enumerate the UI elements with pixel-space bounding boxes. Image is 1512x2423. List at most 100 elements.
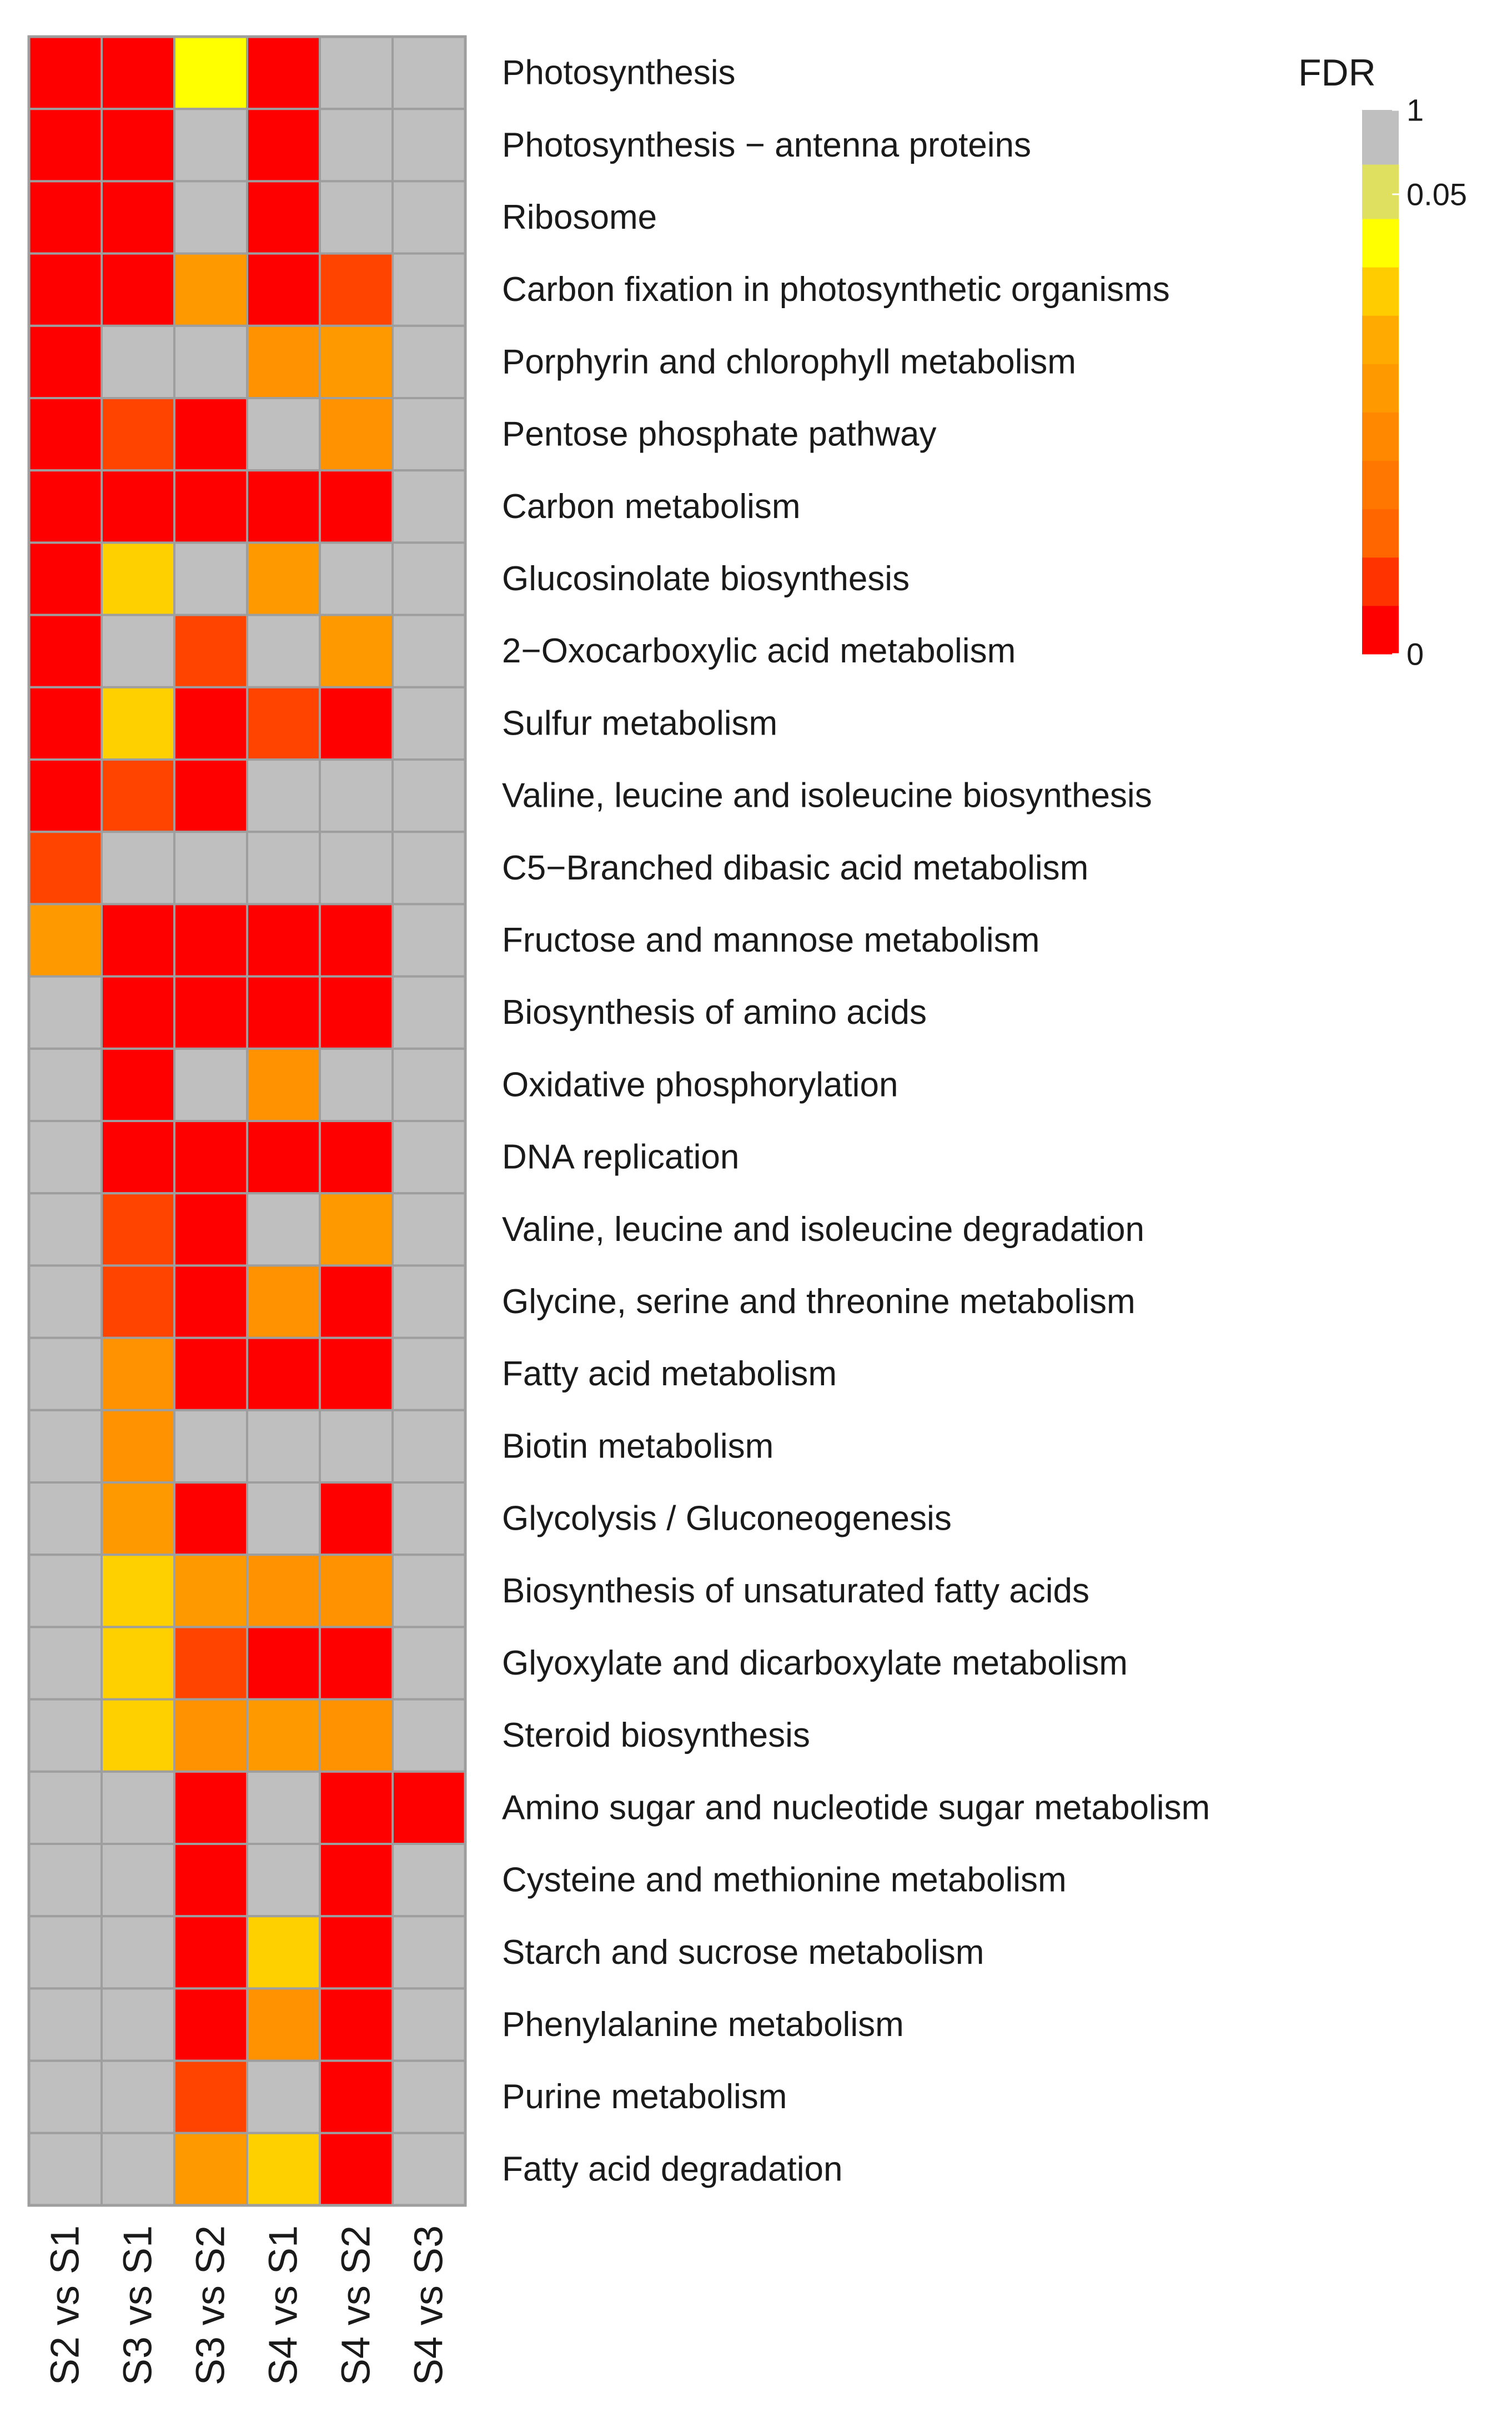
heatmap-cell (391, 903, 466, 978)
heatmap-cell (246, 1770, 321, 1846)
heatmap-cell (319, 1481, 394, 1556)
heatmap-cell (173, 1698, 248, 1773)
heatmap-cell (246, 1843, 321, 1918)
heatmap-cell (391, 1843, 466, 1918)
heatmap-cell (391, 1626, 466, 1701)
heatmap-cell (319, 1698, 394, 1773)
heatmap-cell (246, 1120, 321, 1195)
heatmap-cell (28, 252, 103, 327)
legend-color-band (1362, 509, 1399, 558)
heatmap-cell (319, 108, 394, 183)
row-label: Fatty acid degradation (502, 2150, 843, 2188)
heatmap-cell (246, 614, 321, 688)
heatmap-cell (28, 614, 103, 688)
heatmap-cell (391, 1409, 466, 1484)
heatmap-cell (101, 1626, 175, 1701)
heatmap-cell (101, 2059, 175, 2134)
heatmap-cell (173, 1264, 248, 1339)
legend-color-band (1362, 605, 1399, 655)
heatmap-cell (101, 686, 175, 761)
heatmap-cell (101, 1336, 175, 1411)
row-label: Glucosinolate biosynthesis (502, 560, 910, 598)
heatmap-cell (28, 1915, 103, 1990)
heatmap-cell (246, 252, 321, 327)
heatmap-cell (391, 36, 466, 110)
heatmap-cell (246, 1987, 321, 2062)
heatmap-cell (391, 758, 466, 833)
row-label: Photosynthesis − antenna proteins (502, 126, 1031, 164)
column-labels: S2 vs S1 S3 vs S1 S3 vs S2 S4 vs S1 S4 vs S2… (43, 2225, 451, 2385)
heatmap-cell (391, 252, 466, 327)
heatmap-cell (246, 831, 321, 906)
heatmap-cell (101, 1264, 175, 1339)
heatmap-cell (28, 324, 103, 399)
heatmap-cell (28, 975, 103, 1050)
row-label: Biosynthesis of unsaturated fatty acids (502, 1572, 1089, 1610)
heatmap-cell (101, 614, 175, 688)
row-label: Glycine, serine and threonine metabolism (502, 1283, 1136, 1321)
heatmap-cell (391, 1481, 466, 1556)
heatmap-cell (319, 831, 394, 906)
heatmap-cell (246, 469, 321, 544)
heatmap-cell (319, 1770, 394, 1846)
heatmap-cell (319, 1120, 394, 1195)
heatmap-cell (246, 541, 321, 616)
row-label: Pentose phosphate pathway (502, 415, 936, 454)
column-label: S2 vs S1 (43, 2225, 88, 2385)
heatmap-cell (319, 1409, 394, 1484)
heatmap-cell (28, 36, 103, 110)
heatmap-cell (28, 397, 103, 472)
heatmap-cell (246, 2132, 321, 2207)
heatmap-cell (319, 180, 394, 255)
column-label: S3 vs S2 (189, 2225, 233, 2385)
row-label: Biotin metabolism (502, 1427, 773, 1465)
heatmap-cell (391, 1120, 466, 1195)
heatmap-cell (246, 2059, 321, 2134)
heatmap-cell (391, 108, 466, 183)
row-label: Biosynthesis of amino acids (502, 993, 927, 1032)
heatmap-cell (101, 975, 175, 1050)
legend-color-band (1362, 267, 1399, 316)
heatmap-cell (319, 686, 394, 761)
heatmap-cell (101, 1481, 175, 1556)
heatmap-cell (28, 108, 103, 183)
heatmap-cell (28, 180, 103, 255)
heatmap-cell (101, 324, 175, 399)
heatmap-cell (319, 397, 394, 472)
heatmap-cell (391, 686, 466, 761)
heatmap-cell (28, 1409, 103, 1484)
heatmap-cell (319, 1987, 394, 2062)
heatmap-cell (246, 975, 321, 1050)
heatmap-cell (173, 36, 248, 110)
heatmap-cell (28, 1698, 103, 1773)
heatmap-cell (101, 903, 175, 978)
heatmap-cell (173, 2132, 248, 2207)
heatmap-cell (28, 469, 103, 544)
heatmap-cell (173, 1192, 248, 1267)
heatmap-cell (246, 758, 321, 833)
heatmap-cell (246, 1554, 321, 1628)
heatmap-cell (28, 1770, 103, 1846)
legend-color-band (1362, 315, 1399, 364)
heatmap-cell (28, 1554, 103, 1628)
heatmap-cell (101, 1120, 175, 1195)
row-label: Oxidative phosphorylation (502, 1065, 898, 1104)
column-label: S4 vs S3 (407, 2225, 451, 2385)
row-label: Starch and sucrose metabolism (502, 1933, 984, 1972)
heatmap-cell (28, 541, 103, 616)
heatmap-cell (28, 1843, 103, 1918)
row-label: Steroid biosynthesis (502, 1716, 810, 1755)
heatmap-cell (246, 397, 321, 472)
heatmap-cell (391, 180, 466, 255)
heatmap-cell (246, 36, 321, 110)
heatmap-cell (101, 1843, 175, 1918)
fdr-legend: FDR 1 0.05 0 (1298, 52, 1467, 672)
legend-color-band (1362, 219, 1399, 268)
heatmap-cell (319, 1554, 394, 1628)
heatmap-cell (173, 1336, 248, 1411)
heatmap-cell (319, 614, 394, 688)
heatmap-cell (28, 1481, 103, 1556)
heatmap-cell (101, 2132, 175, 2207)
column-label: S4 vs S1 (262, 2225, 306, 2385)
heatmap-cell (319, 2059, 394, 2134)
